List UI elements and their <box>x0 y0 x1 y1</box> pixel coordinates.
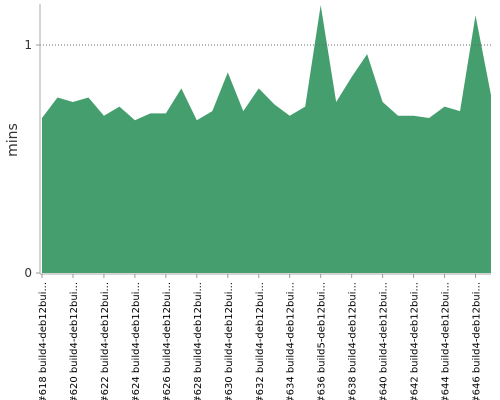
x-tick-label: #626 build4-deb12bui... <box>162 282 173 400</box>
x-tick-label: #628 build4-deb12bui... <box>193 282 204 400</box>
x-tick-label: #642 build4-deb12bui... <box>410 282 421 400</box>
x-tick-label: #644 build4-deb12bui... <box>441 282 452 400</box>
x-tick-label: #632 build4-deb12bui... <box>255 282 266 400</box>
x-tick-label: #618 build4-deb12bui... <box>38 282 49 400</box>
x-tick-label: #634 build4-deb12bui... <box>286 282 297 400</box>
x-tick-label: #640 build4-deb12bui... <box>379 282 390 400</box>
y-tick-label: 1 <box>24 38 32 52</box>
x-tick-label: #646 build4-deb12bui... <box>472 282 483 400</box>
x-tick-label: #630 build4-deb12bui... <box>224 282 235 400</box>
y-axis-label: mins <box>5 123 21 157</box>
x-tick-label: #620 build4-deb12bui... <box>69 282 80 400</box>
x-tick-label: #622 build4-deb12bui... <box>100 282 111 400</box>
area <box>42 5 491 273</box>
x-tick-label: #638 build4-deb12bui... <box>348 282 359 400</box>
y-tick-label: 0 <box>24 266 32 280</box>
x-tick-label: #624 build4-deb12bui... <box>131 282 142 400</box>
x-tick-label: #636 build5-deb12bui... <box>317 282 328 400</box>
